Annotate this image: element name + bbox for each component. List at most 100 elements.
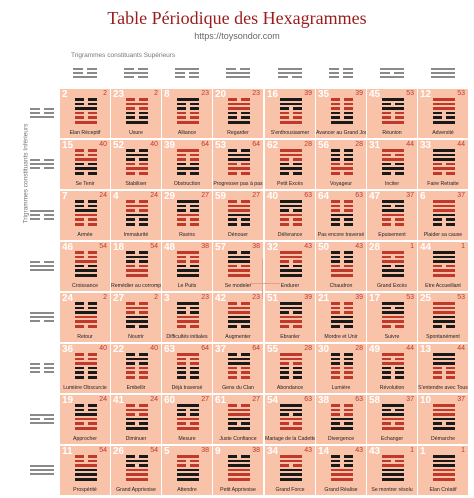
hexagram-number: 13 [420, 344, 432, 355]
hexagram-lines [382, 98, 404, 126]
hexagram-cell-58: 58 37 Echanger [367, 395, 417, 444]
hexagram-lines [75, 404, 97, 432]
hexagram-lines [126, 98, 148, 126]
nuclear-hexagram-number: 2 [154, 90, 158, 97]
hexagram-name: Avancer au Grand Jour [316, 130, 366, 136]
hexagram-number: 44 [420, 242, 432, 253]
nuclear-hexagram-number: 38 [252, 243, 260, 250]
hexagram-name: Faire Retraite [427, 181, 459, 187]
hexagram-name: Nourrir [128, 334, 144, 340]
hexagram-number: 21 [318, 293, 330, 304]
hexagram-lines [75, 455, 97, 483]
hexagram-name: Obstruction [173, 181, 201, 187]
hexagram-lines [382, 404, 404, 432]
hexagram-number: 37 [215, 344, 227, 355]
nuclear-hexagram-number: 1 [461, 243, 465, 250]
hexagram-lines [382, 353, 404, 381]
site-url[interactable]: https://toysondor.com [194, 31, 280, 41]
hexagram-name: Grand Apprivoise [116, 487, 156, 493]
hexagram-name: Difficultés initiales [166, 334, 208, 340]
hexagram-cell-54: 54 63 Mariage de la Cadette [265, 395, 315, 444]
nuclear-hexagram-number: 63 [355, 396, 363, 403]
hexagram-name: Grand Réalise [324, 487, 358, 493]
hexagram-name: Abondance [276, 385, 304, 391]
nuclear-hexagram-number: 38 [252, 447, 260, 454]
hexagram-cell-36: 36 40 Lumière Obscurcie [60, 344, 110, 393]
hexagram-name: Déjà traversé [171, 385, 203, 391]
nuclear-hexagram-number: 23 [252, 90, 260, 97]
nuclear-hexagram-number: 44 [457, 141, 465, 148]
hexagram-cell-6: 6 37 Plaider sa cause [418, 191, 468, 240]
hexagram-lines [433, 302, 455, 330]
hexagram-number: 27 [113, 293, 125, 304]
hexagram-number: 52 [113, 140, 125, 151]
hexagram-number: 48 [164, 242, 176, 253]
hexagram-lines [75, 353, 97, 381]
hexagram-number: 47 [369, 191, 381, 202]
hexagram-name: Juste Confiance [219, 436, 257, 442]
hexagram-number: 29 [164, 191, 176, 202]
hexagram-lines [75, 98, 97, 126]
hexagram-name: Suivre [384, 334, 400, 340]
hexagram-name: Mesure [178, 436, 196, 442]
hexagram-lines [280, 353, 302, 381]
hexagram-number: 2 [62, 89, 68, 100]
hexagram-cell-42: 42 23 Augmenter [213, 293, 263, 342]
nuclear-hexagram-number: 64 [252, 141, 260, 148]
hexagram-number: 41 [113, 395, 125, 406]
hexagram-number: 60 [164, 395, 176, 406]
hexagram-name: Adversité [432, 130, 454, 136]
hexagram-cell-10: 10 37 Démarche [418, 395, 468, 444]
hexagram-cell-32: 32 43 Endurer [265, 242, 315, 291]
nuclear-hexagram-number: 24 [150, 192, 158, 199]
hexagram-cell-27: 27 2 Nourrir [111, 293, 161, 342]
nuclear-hexagram-number: 44 [457, 345, 465, 352]
hexagram-name: Dénouer [228, 232, 248, 238]
hexagram-lines [228, 251, 250, 279]
hexagram-cell-24: 24 2 Retour [60, 293, 110, 342]
hexagram-lines [75, 200, 97, 228]
hexagram-number: 50 [318, 242, 330, 253]
hexagram-lines [177, 200, 199, 228]
hexagram-cell-28: 28 1 Grand Excès [367, 242, 417, 291]
nuclear-hexagram-number: 23 [252, 294, 260, 301]
nuclear-hexagram-number: 27 [201, 192, 209, 199]
nuclear-hexagram-number: 54 [99, 447, 107, 454]
hexagram-cell-56: 56 28 Voyageur [316, 140, 366, 189]
hexagram-number: 38 [318, 395, 330, 406]
hexagram-lines [433, 149, 455, 177]
hexagram-name: Ravins [179, 232, 195, 238]
hexagram-lines [177, 251, 199, 279]
hexagram-number: 62 [267, 140, 279, 151]
hexagram-number: 33 [420, 140, 432, 151]
nuclear-hexagram-number: 64 [252, 345, 260, 352]
hexagram-cell-39: 39 64 Obstruction [162, 140, 212, 189]
nuclear-hexagram-number: 39 [355, 90, 363, 97]
hexagram-lines [331, 302, 353, 330]
hexagram-number: 23 [113, 89, 125, 100]
hexagram-number: 3 [164, 293, 170, 304]
hexagram-name: Diminuer [125, 436, 147, 442]
nuclear-hexagram-number: 63 [355, 192, 363, 199]
hexagram-name: Etre Accueillant [425, 283, 461, 289]
hexagram-name: Mariage de la Cadette [265, 436, 315, 442]
hexagram-lines [280, 149, 302, 177]
hexagram-cell-7: 7 24 Armée [60, 191, 110, 240]
hexagram-cell-45: 45 53 Réunion [367, 89, 417, 138]
hexagram-cell-33: 33 44 Faire Retraite [418, 140, 468, 189]
hexagram-number: 59 [215, 191, 227, 202]
nuclear-hexagram-number: 40 [150, 345, 158, 352]
hexagram-cell-52: 52 40 Stabiliser [111, 140, 161, 189]
hexagram-cell-53: 53 64 Progresser pas à pas [213, 140, 263, 189]
hexagram-number: 18 [113, 242, 125, 253]
nuclear-hexagram-number: 1 [410, 243, 414, 250]
hexagram-number: 56 [318, 140, 330, 151]
nuclear-hexagram-number: 27 [201, 396, 209, 403]
hexagram-name: Progresser pas à pas [213, 181, 263, 187]
hexagram-cell-17: 17 53 Suivre [367, 293, 417, 342]
hexagram-cell-23: 23 2 Usure [111, 89, 161, 138]
hexagram-cell-31: 31 44 Inciter [367, 140, 417, 189]
nuclear-hexagram-number: 44 [406, 141, 414, 148]
nuclear-hexagram-number: 27 [252, 396, 260, 403]
hexagram-cell-18: 18 54 Remédier au corrompu [111, 242, 161, 291]
